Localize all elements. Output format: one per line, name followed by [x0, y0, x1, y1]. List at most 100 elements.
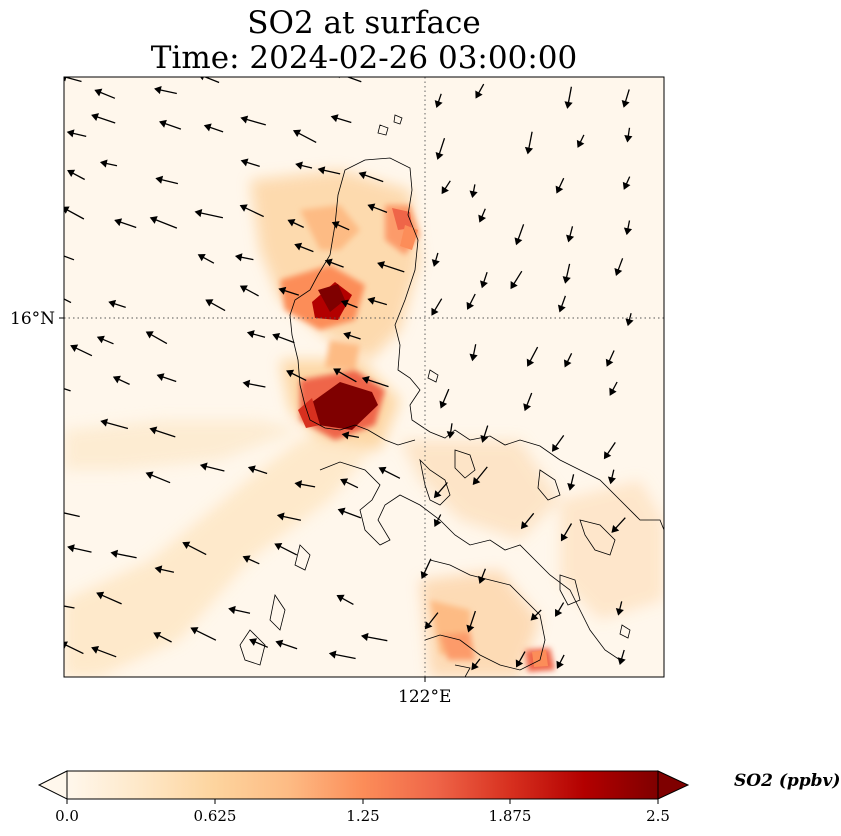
wind-arrow-head: [523, 403, 532, 412]
colorbar-extend-max: [657, 770, 690, 800]
wind-arrow-head: [53, 384, 59, 390]
wind-arrow-head: [228, 605, 236, 615]
wind-arrow-head: [567, 482, 576, 491]
wind-arrow-head: [469, 353, 478, 362]
wind-arrow-head: [272, 332, 281, 341]
wind-arrow-head: [367, 296, 376, 305]
wind-arrow: [64, 298, 72, 304]
wind-arrow-head: [154, 86, 162, 95]
wind-arrow-head: [469, 190, 478, 199]
wind-arrow-head: [431, 259, 440, 267]
wind-arrow-head: [324, 258, 333, 267]
wind-arrow-head: [555, 185, 564, 194]
wind-arrow-head: [94, 88, 103, 97]
wind-arrow-head: [524, 146, 534, 155]
wind-arrow-head: [617, 657, 626, 665]
wind-arrow-head: [341, 431, 350, 440]
colorbar-tick-3: 1.875: [488, 807, 532, 825]
wind-arrow-head: [560, 533, 569, 542]
colorbar-tick-0: 0.0: [55, 807, 79, 825]
wind-arrow-head: [197, 254, 206, 262]
wind-arrow-head: [99, 159, 108, 168]
wind-arrow-head: [562, 276, 571, 284]
wind-arrow-head: [242, 379, 251, 388]
wind-arrow-head: [338, 77, 340, 79]
wind-arrow-head: [510, 281, 518, 290]
wind-arrow-head: [471, 662, 479, 671]
wind-arrow-head: [336, 594, 345, 603]
map-title: SO2 at surface: [247, 5, 481, 41]
wind-arrow-head: [340, 299, 349, 308]
wind-arrow-head: [420, 571, 429, 580]
wind-arrow-head: [623, 227, 633, 236]
wind-arrow-head: [434, 100, 443, 108]
wind-arrow-head: [149, 216, 158, 224]
wind-arrow-head: [292, 129, 302, 137]
wind-arrow-head: [239, 285, 248, 293]
wind-arrow-head: [520, 521, 529, 530]
wind-arrow-head: [566, 234, 575, 243]
wind-arrow-head: [145, 471, 154, 480]
map-frame: [63, 76, 665, 678]
wind-arrow-head: [340, 478, 349, 486]
wind-arrow-head: [278, 286, 287, 295]
wind-arrow-head: [435, 152, 444, 160]
colorbar-label: SO2 (ppbv): [734, 771, 841, 791]
wind-arrow-head: [441, 186, 449, 195]
wind-arrow-head: [480, 280, 488, 289]
wind-arrow-head: [478, 575, 486, 584]
wind-arrow-head: [294, 480, 303, 489]
wind-arrow-head: [480, 434, 489, 443]
wind-arrow-head: [199, 462, 208, 471]
wind-arrow-head: [475, 90, 483, 99]
wind-arrow-head: [182, 541, 191, 550]
wind-arrow-head: [114, 218, 123, 227]
wind-arrow-head: [611, 524, 620, 533]
wind-arrow-head: [276, 512, 285, 521]
wind-arrow-head: [108, 299, 117, 308]
map-subtitle-time: Time: 2024-02-26 03:00:00: [150, 40, 578, 76]
wind-arrow-head: [564, 101, 573, 109]
colorbar: [37, 770, 690, 804]
wind-arrow-head: [377, 261, 385, 269]
wind-arrow-head: [287, 219, 296, 227]
wind-arrow-head: [331, 221, 340, 229]
wind-arrow-head: [56, 603, 62, 609]
wind-arrow: [64, 387, 71, 392]
wind-arrow-head: [240, 115, 249, 124]
wind-arrow-head: [242, 555, 251, 563]
wind-arrow-head: [609, 387, 617, 396]
wind-arrow-head: [358, 171, 367, 180]
wind-arrow-head: [433, 490, 442, 499]
wind-arrow-head: [337, 507, 346, 516]
wind-arrow-head: [466, 624, 475, 633]
wind-arrow-head: [156, 373, 165, 381]
wind-arrow-head: [274, 542, 283, 551]
wind-arrow-head: [360, 632, 369, 642]
wind-arrow-head: [275, 639, 284, 648]
wind-arrow-head: [96, 335, 105, 344]
wind-arrow-head: [145, 331, 154, 339]
wind-arrow-head: [624, 134, 633, 143]
wind-arrow-head: [614, 267, 623, 276]
wind-arrow-head: [478, 214, 487, 223]
wind-arrow-head: [603, 451, 612, 460]
colorbar-gradient: [67, 771, 658, 799]
wind-arrow: [203, 77, 220, 84]
wind-arrow-head: [96, 591, 105, 600]
wind-arrow-head: [433, 518, 442, 527]
wind-arrow-head: [155, 175, 164, 184]
colorbar-tick-1: 0.625: [193, 807, 237, 825]
wind-arrow-head: [64, 641, 68, 649]
wind-arrow-head: [70, 344, 79, 353]
wind-arrow-head: [378, 466, 387, 475]
wind-arrow-head: [154, 565, 163, 574]
wind-arrow-head: [67, 169, 76, 178]
wind-arrow-head: [431, 307, 439, 316]
colorbar-tick-2: 1.25: [346, 807, 380, 825]
wind-arrow-head: [367, 203, 376, 212]
wind-arrow: [64, 605, 75, 609]
wind-arrow-head: [330, 114, 339, 123]
wind-vectors: [53, 77, 634, 671]
